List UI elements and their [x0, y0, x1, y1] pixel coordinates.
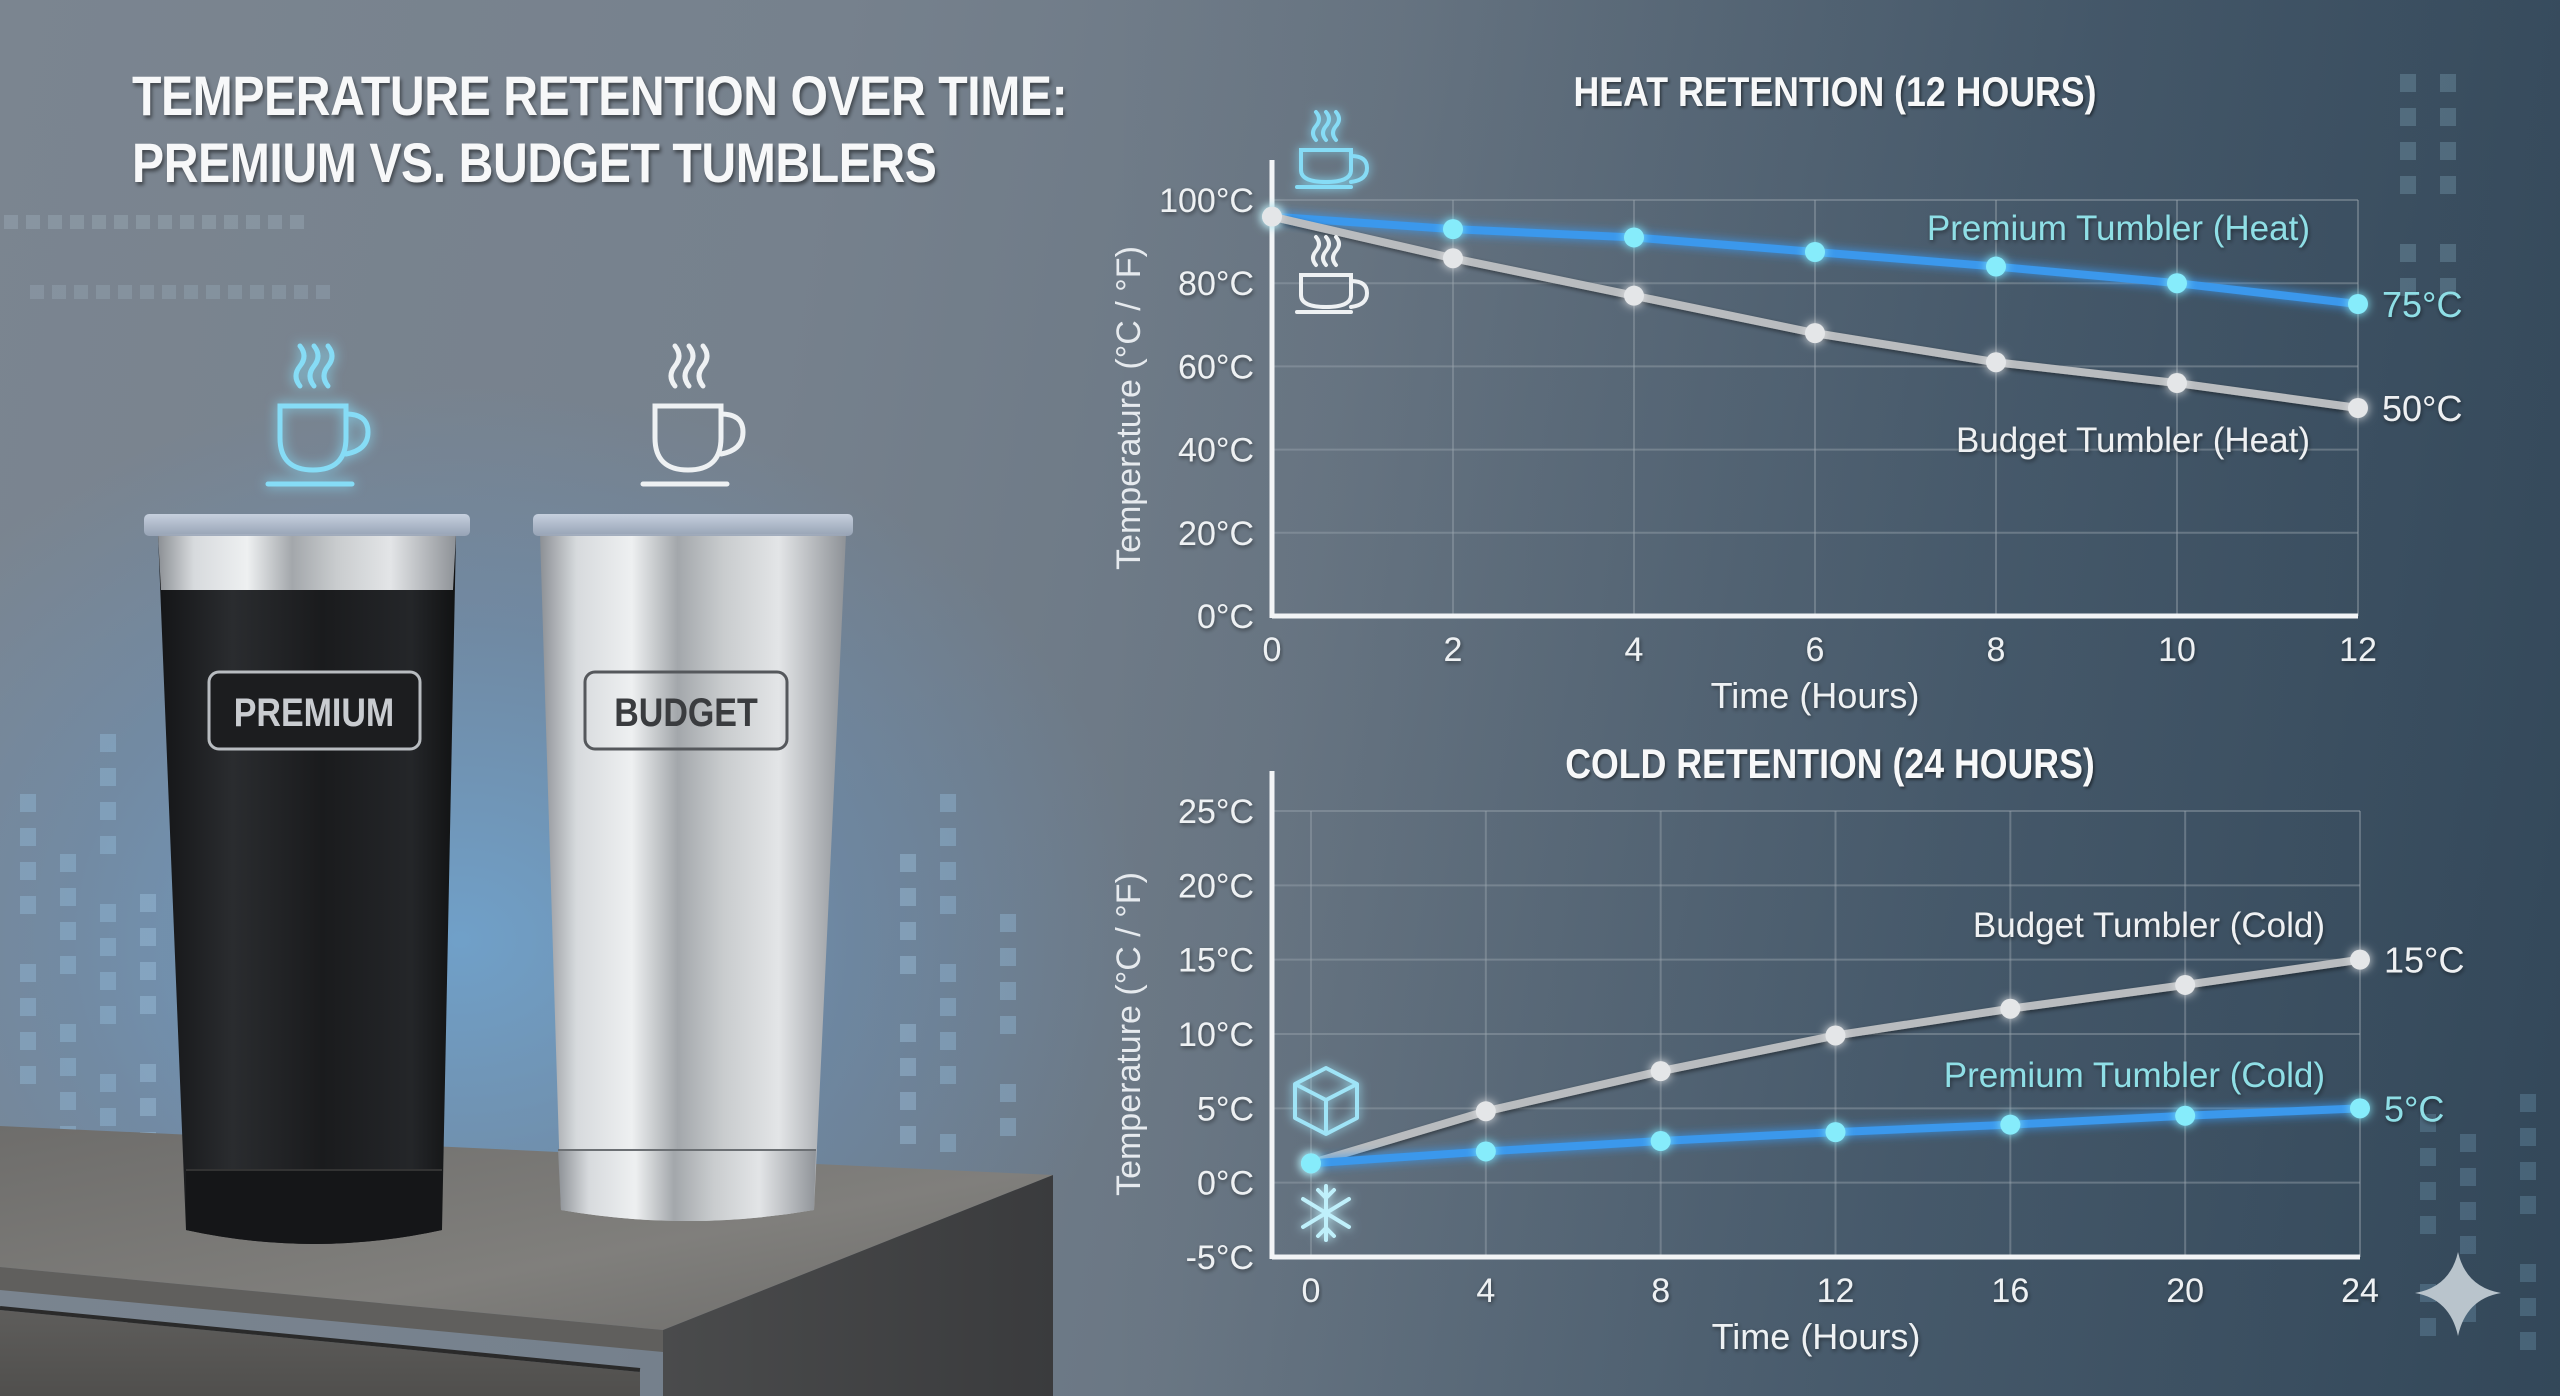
y-tick-label: 10°C	[1178, 1016, 1254, 1054]
data-point[interactable]	[2167, 273, 2187, 294]
budget-label-badge	[583, 670, 789, 751]
y-tick-label: 80°C	[1178, 265, 1254, 303]
data-point[interactable]	[2348, 398, 2368, 418]
data-point[interactable]	[1650, 1131, 1671, 1152]
x-tick-label: 8	[1987, 631, 2006, 669]
y-tick-label: 25°C	[1178, 793, 1254, 831]
x-tick-label: 2	[1444, 631, 1463, 669]
premium-series: 75°C Premium Tumbler (Heat)	[1262, 206, 2462, 325]
premium-tumbler: PREMIUM	[144, 514, 470, 1244]
x-tick-label: 20	[2166, 1272, 2204, 1310]
y-tick-label: 0°C	[1197, 598, 1254, 636]
premium-hot-cup-icon	[265, 343, 371, 487]
data-point[interactable]	[1825, 1122, 1846, 1143]
y-tick-label: 100°C	[1159, 182, 1254, 220]
x-tick-label: 4	[1625, 631, 1644, 669]
premium-series: 5°C Premium Tumbler (Cold)	[1301, 1056, 2444, 1174]
title-line-1: TEMPERATURE RETENTION OVER TIME:	[132, 64, 1068, 127]
data-point[interactable]	[1986, 256, 2006, 277]
data-point[interactable]	[1805, 242, 1825, 262]
data-point[interactable]	[1443, 219, 1463, 240]
data-point[interactable]	[1805, 323, 1825, 344]
data-point[interactable]	[1475, 1101, 1496, 1122]
x-tick-label: 6	[1806, 631, 1825, 669]
y-axis-label: Temperature (°C / °F)	[1110, 246, 1148, 570]
data-point[interactable]	[2175, 974, 2196, 995]
x-tick-label: 16	[1991, 1272, 2029, 1310]
heat-chart-title: HEAT RETENTION (12 HOURS)	[1573, 68, 2097, 115]
snowflake-icon	[1301, 1184, 1351, 1242]
data-point[interactable]	[1825, 1025, 1846, 1046]
data-point[interactable]	[1624, 285, 1644, 306]
y-tick-label: 0°C	[1197, 1165, 1254, 1203]
data-point[interactable]	[1475, 1141, 1496, 1162]
x-tick-label: 24	[2341, 1272, 2379, 1310]
y-tick-label: 5°C	[1197, 1090, 1254, 1128]
heat-retention-chart: 0°C 20°C 40°C 60°C 80°C 100°C 0 2 4 6 8 10 12 Time (H…	[1110, 160, 2462, 716]
series-name-label: Budget Tumbler (Heat)	[1956, 421, 2310, 460]
data-point[interactable]	[2000, 998, 2021, 1019]
premium-label-badge	[207, 670, 422, 751]
data-point[interactable]	[1986, 352, 2006, 373]
product-scene: PREMIUM BUDGET	[0, 343, 1053, 1396]
x-tick-label: 12	[2339, 631, 2377, 669]
y-tick-label: 60°C	[1178, 348, 1254, 386]
budget-series: 15°C Budget Tumbler (Cold)	[1301, 906, 2464, 1174]
budget-series: 50°C Budget Tumbler (Heat)	[1262, 206, 2462, 460]
data-point[interactable]	[2167, 373, 2187, 394]
sparkle-icon	[2415, 1252, 2501, 1336]
y-tick-label: -5°C	[1186, 1239, 1254, 1277]
data-point[interactable]	[1301, 1153, 1321, 1174]
series-name-label: Premium Tumbler (Cold)	[1944, 1056, 2325, 1095]
x-tick-label: 8	[1651, 1272, 1670, 1310]
data-point[interactable]	[2175, 1105, 2196, 1126]
data-point[interactable]	[2350, 1098, 2370, 1119]
premium-label-text: PREMIUM	[234, 689, 395, 734]
data-point[interactable]	[1624, 227, 1644, 248]
y-tick-label: 15°C	[1178, 942, 1254, 980]
budget-label-text: BUDGET	[614, 689, 758, 734]
series-name-label: Premium Tumbler (Heat)	[1927, 209, 2310, 248]
data-point[interactable]	[1262, 206, 1282, 227]
title-line-2: PREMIUM VS. BUDGET TUMBLERS	[132, 131, 937, 194]
data-point[interactable]	[1650, 1061, 1671, 1082]
series-end-label: 15°C	[2384, 940, 2464, 981]
data-point[interactable]	[2348, 294, 2368, 314]
series-end-label: 5°C	[2384, 1088, 2444, 1129]
data-point[interactable]	[2000, 1114, 2021, 1135]
cold-chart-title: COLD RETENTION (24 HOURS)	[1565, 740, 2095, 787]
heat-premium-cup-icon	[1295, 110, 1370, 189]
ice-cube-icon	[1293, 1066, 1359, 1136]
x-tick-label: 4	[1476, 1272, 1495, 1310]
series-end-label: 75°C	[2382, 284, 2462, 325]
x-tick-label: 0	[1263, 631, 1282, 669]
series-end-label: 50°C	[2382, 388, 2462, 429]
budget-hot-cup-icon	[640, 343, 746, 487]
heat-budget-cup-icon	[1295, 235, 1370, 314]
series-name-label: Budget Tumbler (Cold)	[1973, 906, 2325, 945]
y-tick-label: 20°C	[1178, 515, 1254, 553]
y-tick-label: 40°C	[1178, 432, 1254, 470]
x-axis-label: Time (Hours)	[1712, 1316, 1921, 1357]
page-title: TEMPERATURE RETENTION OVER TIME: PREMIUM…	[132, 62, 1068, 196]
x-tick-label: 12	[1817, 1272, 1855, 1310]
y-axis-label: Temperature (°C / °F)	[1110, 872, 1148, 1196]
budget-tumbler: BUDGET	[533, 514, 853, 1221]
cold-retention-chart: -5°C 0°C 5°C 10°C 15°C 20°C 25°C 0 4 8 12 16 20 24 Tim…	[1110, 771, 2464, 1357]
x-axis-label: Time (Hours)	[1711, 675, 1920, 716]
data-point[interactable]	[1443, 248, 1463, 269]
x-tick-label: 10	[2158, 631, 2196, 669]
data-point[interactable]	[2350, 949, 2370, 970]
y-tick-label: 20°C	[1178, 867, 1254, 905]
x-tick-label: 0	[1302, 1272, 1321, 1310]
